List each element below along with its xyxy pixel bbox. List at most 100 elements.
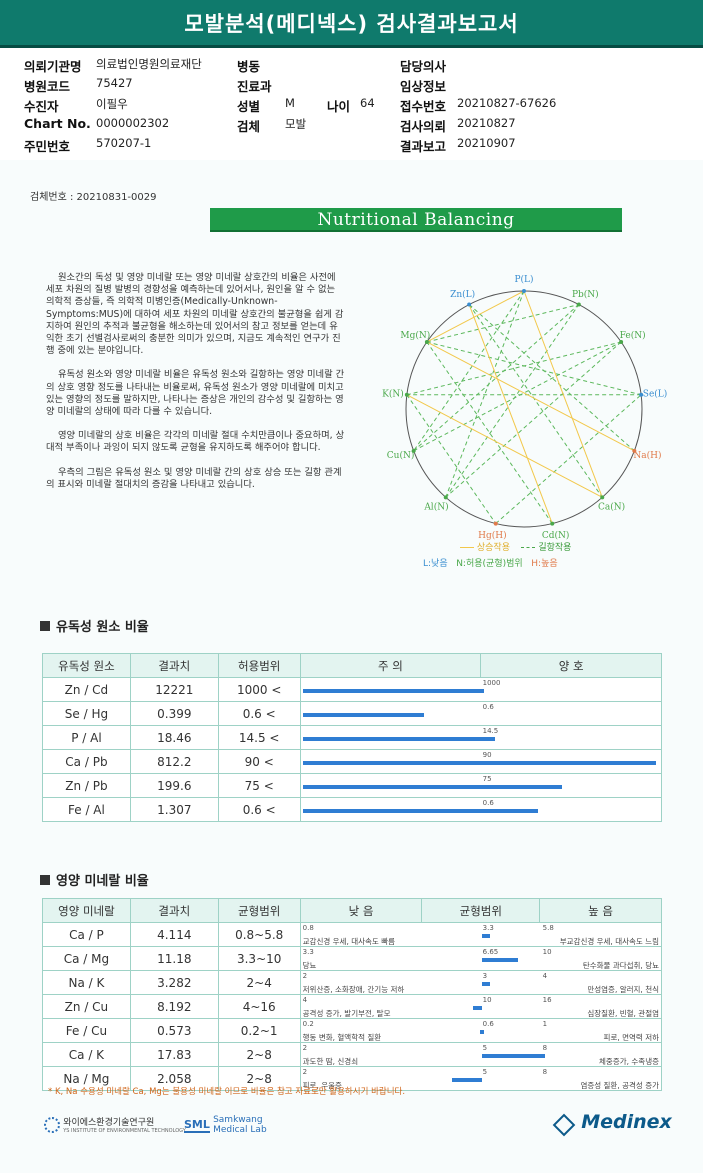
wheel-legend: 상승작용 길항작용 [460, 540, 571, 553]
balance-bar-cell: 2 5 8 피로, 우울증 염증성 질환, 공격성 증가 [299, 1066, 663, 1091]
reception-label: 접수번호 [400, 99, 447, 114]
limit-tick-label: 75 [482, 775, 492, 783]
table-cell-range: 1000 < [217, 677, 301, 702]
table-row: Zn / Cd 12221 1000 < 1000 [42, 677, 663, 702]
range-tick-label: 5.8 [542, 924, 554, 932]
table-row: Ca / P 4.114 0.8~5.8 0.8 3.3 5.8 교감신경 우세, 대사속도… [42, 922, 663, 947]
range-tick-label: 2 [302, 1044, 308, 1052]
specimen-number: 검체번호 : 20210831-0029 [30, 192, 157, 203]
table-row: Ca / Mg 11.18 3.3~10 3.3 6.65 10 당뇨 탄수화물 과다섭취, … [42, 946, 663, 971]
balance-bar [481, 934, 490, 938]
table-cell-value: 4.114 [129, 922, 219, 947]
balance-bar [481, 1054, 545, 1058]
balance-bar-cell: 3.3 6.65 10 당뇨 탄수화물 과다섭취, 당뇨 [299, 946, 663, 971]
table-cell-ratio: Ca / K [42, 1042, 131, 1067]
limit-tick-label: 90 [482, 751, 492, 759]
balance-bar-cell: 4 10 16 공격성 증가, 발기부전, 탈모 심장질환, 빈혈, 관절염 [299, 994, 663, 1019]
table-cell-value: 199.6 [129, 773, 219, 798]
ratio-bar-cell: 75 [299, 773, 663, 798]
table-cell-range: 2~8 [217, 1042, 301, 1067]
antagonism-line [468, 304, 603, 498]
ratio-bar [302, 689, 484, 693]
table-cell-value: 17.83 [129, 1042, 219, 1067]
limit-tick-label: 1000 [482, 679, 501, 687]
patient-info: 의뢰기관명 의료법인명원의료재단 병동 담당의사 병원코드 75427 진료과 … [0, 52, 703, 156]
table-cell-value: 812.2 [129, 749, 219, 774]
table-cell-ratio: Zn / Cu [42, 994, 131, 1019]
toxic-section-title: 유독성 원소 비율 [40, 616, 149, 635]
range-tick-label: 5 [482, 1044, 488, 1052]
low-description: 저위산증, 소화장애, 간기능 저하 [302, 985, 405, 994]
table-cell-range: 2~4 [217, 970, 301, 995]
ratio-bar-cell: 1000 [299, 677, 663, 702]
samkwang-logo-text: Samkwang Medical Lab [213, 1115, 267, 1135]
intro-paragraph: 원소간의 독성 및 영양 미네랄 또는 영양 미네랄 상호간의 비율은 사전에 … [46, 272, 344, 357]
wheel-node-dot [619, 339, 624, 344]
high-description: 부교감신경 우세, 대사속도 느림 [559, 937, 659, 946]
table-cell-range: 0.8~5.8 [217, 922, 301, 947]
limit-tick-label: 0.6 [482, 799, 494, 807]
ratio-bar [302, 737, 495, 741]
range-tick-label: 1 [542, 1020, 548, 1028]
table-cell-ratio: P / Al [42, 725, 131, 750]
ratio-bar-cell: 0.6 [299, 797, 663, 822]
intro-paragraph: 영양 미네랄의 상호 비율은 각각의 미네랄 절대 수치만큼이나 중요하며, 상… [46, 430, 345, 454]
wheel-level-legend: L:낮음 N:허용(균형)범위 H:높음 [423, 556, 558, 569]
table-row: P / Al 18.46 14.5 < 14.5 [42, 725, 663, 750]
ratio-bar-cell: 90 [299, 749, 663, 774]
clinical-label: 임상정보 [400, 79, 447, 94]
specimen-value: 모발 [285, 117, 307, 131]
antagonism-label: 길항작용 [538, 543, 572, 553]
range-tick-label: 2 [302, 1068, 308, 1076]
medinex-logo-text: Medinex [581, 1111, 672, 1133]
low-description: 공격성 증가, 발기부전, 탈모 [302, 1009, 391, 1018]
dept-label: 진료과 [237, 79, 272, 94]
ratio-bar [302, 809, 538, 813]
balance-bar [472, 1006, 482, 1010]
table-header-row: 유독성 원소 결과치 허용범위 주 의 양 호 [42, 653, 662, 678]
table-cell-range: 75 < [217, 773, 301, 798]
table-cell-value: 1.307 [129, 797, 219, 822]
sml-logo-icon: SML [184, 1118, 210, 1133]
institution-label: 의뢰기관명 [24, 59, 82, 74]
synergy-line [426, 341, 635, 452]
range-tick-label: 2 [302, 972, 308, 980]
table-cell-value: 8.192 [129, 994, 219, 1019]
synergy-line [468, 304, 553, 524]
antagonism-line [406, 341, 622, 396]
antagonism-line [406, 394, 497, 524]
synergy-label: 상승작용 [476, 543, 510, 553]
limit-tick-label: 0.6 [482, 703, 494, 711]
age-value: 64 [360, 96, 375, 110]
antagonism-line [426, 341, 642, 396]
square-bullet-icon [40, 621, 50, 631]
low-description: 피로, 우울증 [302, 1081, 342, 1090]
balance-bar-cell: 2 5 8 과도한 땀, 신경쇠 체중증가, 수족냉증 [299, 1042, 663, 1067]
table-cell-ratio: Fe / Al [42, 797, 131, 822]
wheel-node-label: K(N) [382, 388, 404, 399]
test-date-value: 20210827 [457, 116, 516, 130]
toxic-ratio-table: 유독성 원소 결과치 허용범위 주 의 양 호 Zn / Cd 12221 1000… [42, 653, 663, 822]
table-header: 높 음 [539, 898, 662, 923]
ratio-bar [302, 785, 562, 789]
antagonism-line [495, 394, 642, 524]
ys-logo-subtext: YS INSTITUTE OF ENVIRONMENTAL TECHNOLOGY [63, 1128, 186, 1134]
range-tick-label: 8 [542, 1068, 548, 1076]
normal-label: N:허용(균형)범위 [456, 559, 523, 569]
high-description: 피로, 면역력 저하 [603, 1033, 659, 1042]
hospital-code-label: 병원코드 [24, 79, 71, 94]
medinex-logo-icon [552, 1113, 576, 1137]
wheel-node-dot [522, 289, 526, 293]
table-cell-range: 4~16 [217, 994, 301, 1019]
gender-value: M [285, 96, 295, 110]
id-value: 570207-1 [96, 136, 152, 150]
range-tick-label: 8 [542, 1044, 548, 1052]
table-cell-range: 3.3~10 [217, 946, 301, 971]
high-label: H:높음 [531, 559, 558, 569]
wheel-node-dot [550, 521, 555, 526]
table-cell-value: 18.46 [129, 725, 219, 750]
patient-label: 수진자 [24, 99, 59, 114]
wheel-node-dot [424, 339, 429, 344]
antagonism-line [468, 304, 635, 452]
ratio-bar-cell: 14.5 [299, 725, 663, 750]
